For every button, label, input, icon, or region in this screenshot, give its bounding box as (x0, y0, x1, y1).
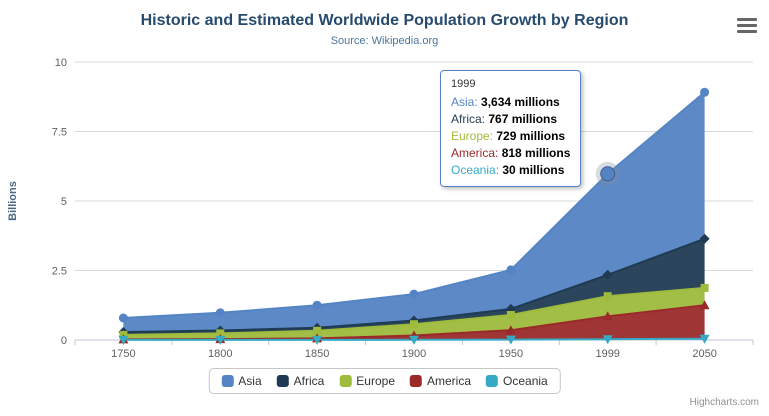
legend: Asia Africa Europe America Oceania (208, 368, 561, 394)
marker-asia[interactable] (118, 313, 128, 323)
marker-oceania[interactable] (699, 334, 710, 344)
legend-swatch-icon (276, 375, 289, 387)
marker-america[interactable] (699, 300, 710, 310)
y-axis-label: 7.5 (52, 127, 67, 139)
tooltip-row: Asia: 3,634 millions (451, 94, 570, 111)
legend-label: America (427, 374, 472, 388)
x-axis-label: 1800 (208, 348, 232, 360)
tooltip-row: Oceania: 30 millions (451, 162, 570, 179)
tooltip-row: America: 818 millions (451, 145, 570, 162)
marker-america[interactable] (505, 325, 516, 335)
hamburger-menu-icon[interactable] (737, 15, 757, 33)
hamburger-bar (737, 30, 757, 33)
marker-africa[interactable] (699, 233, 710, 244)
marker-africa[interactable] (602, 269, 613, 280)
tooltip-series-value: 818 millions (501, 146, 571, 160)
area-asia[interactable] (123, 92, 705, 332)
credits-link[interactable]: Highcharts.com (689, 397, 759, 408)
legend-item-africa[interactable]: Africa (276, 374, 325, 388)
y-axis-title: Billions (7, 181, 19, 221)
x-axis-label: 1900 (402, 348, 426, 360)
legend-label: Asia (238, 374, 262, 388)
tooltip-series-value: 3,634 millions (481, 95, 560, 109)
marker-asia[interactable] (312, 300, 322, 310)
active-marker[interactable] (600, 166, 616, 182)
x-axis-label: 1750 (111, 348, 135, 360)
marker-europe[interactable] (603, 292, 612, 301)
marker-oceania[interactable] (215, 335, 226, 345)
legend-label: Europe (356, 374, 396, 388)
marker-europe[interactable] (313, 326, 322, 335)
legend-item-europe[interactable]: Europe (339, 374, 395, 388)
area-africa[interactable] (123, 238, 705, 335)
tooltip-series-label: Asia: (451, 95, 482, 109)
x-axis-label: 2050 (692, 348, 716, 360)
x-axis-label: 1950 (499, 348, 523, 360)
tooltip-series-value: 30 millions (502, 163, 565, 177)
tooltip-series-value: 729 millions (496, 129, 566, 143)
y-axis-label: 0 (61, 335, 67, 347)
tooltip-series-label: Africa: (451, 112, 489, 126)
marker-europe[interactable] (410, 320, 418, 329)
legend-swatch-icon (339, 375, 352, 387)
legend-swatch-icon (410, 375, 423, 387)
hamburger-bar (737, 18, 757, 21)
legend-swatch-icon (486, 375, 499, 387)
legend-item-oceania[interactable]: Oceania (486, 374, 548, 388)
marker-europe[interactable] (700, 283, 709, 292)
y-axis-label: 10 (55, 57, 67, 69)
legend-item-america[interactable]: America (410, 374, 471, 388)
y-axis-label: 2.5 (52, 266, 67, 278)
marker-america[interactable] (602, 311, 613, 321)
marker-europe[interactable] (216, 329, 225, 338)
tooltip-series-value: 767 millions (488, 112, 558, 126)
marker-oceania[interactable] (505, 335, 516, 345)
y-axis-label: 5 (61, 196, 67, 208)
tooltip-header: 1999 (451, 78, 476, 90)
tooltip-series-label: Europe: (451, 129, 497, 143)
tooltip-row: Africa: 767 millions (451, 111, 570, 128)
marker-oceania[interactable] (118, 335, 129, 345)
chart-title: Historic and Estimated Worldwide Populat… (140, 12, 629, 29)
tooltip-rows: Asia: 3,634 millions Africa: 767 millions… (451, 94, 570, 179)
tooltip-series-label: America: (451, 146, 502, 160)
marker-asia[interactable] (215, 308, 225, 318)
legend-label: Africa (293, 374, 325, 388)
area-america[interactable] (123, 305, 705, 340)
x-axis-label: 1850 (305, 348, 329, 360)
legend-swatch-icon (221, 375, 234, 387)
marker-europe[interactable] (506, 311, 515, 319)
tooltip-series-label: Oceania: (451, 163, 503, 177)
chart-subtitle: Source: Wikipedia.org (330, 35, 439, 47)
marker-asia[interactable] (700, 87, 710, 97)
marker-oceania[interactable] (409, 335, 419, 345)
marker-asia[interactable] (409, 289, 419, 299)
legend-label: Oceania (503, 374, 548, 388)
tooltip-row: Europe: 729 millions (451, 128, 570, 145)
legend-item-asia[interactable]: Asia (221, 374, 262, 388)
marker-oceania[interactable] (312, 335, 323, 345)
marker-asia[interactable] (506, 265, 516, 275)
marker-oceania[interactable] (602, 335, 613, 345)
x-axis-label: 1999 (595, 348, 619, 360)
hamburger-bar (737, 24, 757, 27)
tooltip: 1999 Asia: 3,634 millions Africa: 767 mil… (440, 70, 582, 187)
